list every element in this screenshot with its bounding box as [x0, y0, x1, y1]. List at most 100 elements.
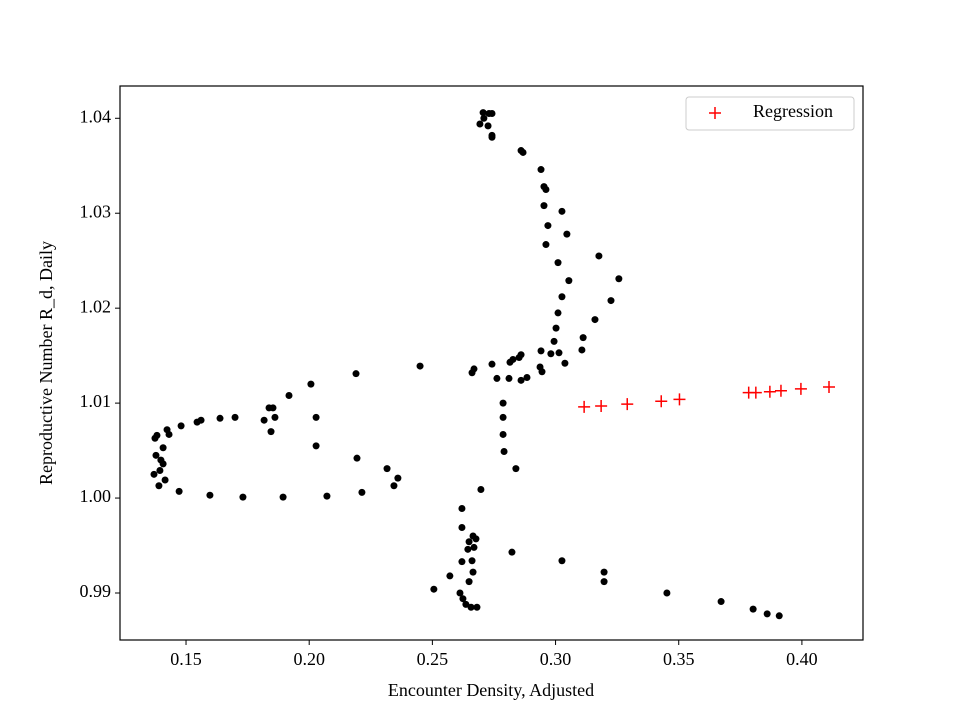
point [152, 451, 160, 459]
x-axis-label: Encounter Density, Adjusted [388, 680, 594, 700]
legend-box [685, 96, 855, 131]
point [499, 399, 507, 407]
point [458, 505, 466, 513]
point [353, 454, 361, 462]
point [260, 416, 268, 424]
point [749, 605, 757, 613]
point [763, 610, 771, 618]
point [479, 109, 487, 117]
point [416, 362, 424, 370]
point [563, 230, 571, 238]
point [488, 360, 496, 368]
point [430, 585, 438, 593]
point [271, 413, 279, 421]
x-tick-label: 0.30 [540, 649, 572, 669]
point [239, 493, 247, 501]
y-tick-label: 0.99 [80, 581, 112, 601]
point [500, 448, 508, 456]
point [540, 202, 548, 210]
point [506, 358, 514, 366]
point [159, 460, 167, 468]
point [515, 354, 523, 362]
x-tick-label: 0.25 [417, 649, 449, 669]
point [307, 380, 315, 388]
point [547, 350, 555, 358]
point [499, 430, 507, 438]
point [473, 603, 481, 611]
point [555, 349, 563, 357]
legend-label: Regression [753, 101, 833, 121]
point [468, 557, 476, 565]
point [655, 395, 668, 408]
point [459, 595, 467, 603]
point [462, 600, 470, 608]
point [558, 557, 566, 565]
point [717, 598, 725, 606]
y-axis-label: Reproductive Number R_d, Daily [36, 241, 56, 485]
point [456, 589, 464, 597]
point [544, 222, 552, 230]
point [493, 374, 501, 382]
point [537, 166, 545, 174]
point [175, 487, 183, 495]
point [150, 470, 158, 478]
point [470, 543, 478, 551]
point [600, 568, 608, 576]
point [467, 603, 475, 611]
point [323, 492, 331, 500]
point [591, 316, 599, 324]
point [542, 241, 550, 249]
point [352, 370, 360, 378]
point [231, 413, 239, 421]
point [595, 252, 603, 260]
point [499, 413, 507, 421]
point [458, 558, 466, 566]
point [505, 374, 513, 382]
point [774, 384, 787, 397]
point [554, 259, 562, 267]
point [161, 476, 169, 484]
point [206, 491, 214, 499]
point [394, 474, 402, 482]
point [279, 493, 287, 501]
plot-frame [119, 85, 864, 641]
point [468, 369, 476, 377]
point [823, 380, 836, 393]
point [465, 578, 473, 586]
point [156, 467, 164, 475]
point [159, 444, 167, 452]
point [469, 568, 477, 576]
point [465, 538, 473, 546]
point [607, 297, 615, 305]
y-tick-label: 1.03 [80, 201, 112, 221]
point [578, 346, 586, 354]
point [358, 488, 366, 496]
point [477, 486, 485, 494]
point [267, 428, 275, 436]
x-tick-label: 0.20 [293, 649, 325, 669]
x-tick-label: 0.35 [663, 649, 695, 669]
point [578, 400, 591, 413]
point [517, 376, 525, 384]
point [621, 398, 634, 411]
point [312, 442, 320, 450]
point [155, 482, 163, 490]
point [265, 404, 273, 412]
point [615, 275, 623, 283]
y-tick-label: 1.01 [80, 391, 112, 411]
point [519, 148, 527, 156]
point [558, 293, 566, 301]
point [550, 337, 558, 345]
point [151, 434, 159, 442]
point [390, 482, 398, 490]
point [472, 535, 480, 543]
point [775, 612, 783, 620]
point [663, 589, 671, 597]
point [458, 523, 466, 531]
point [488, 133, 496, 141]
point [595, 399, 608, 412]
point [749, 386, 762, 399]
point [794, 382, 807, 395]
point [537, 347, 545, 355]
